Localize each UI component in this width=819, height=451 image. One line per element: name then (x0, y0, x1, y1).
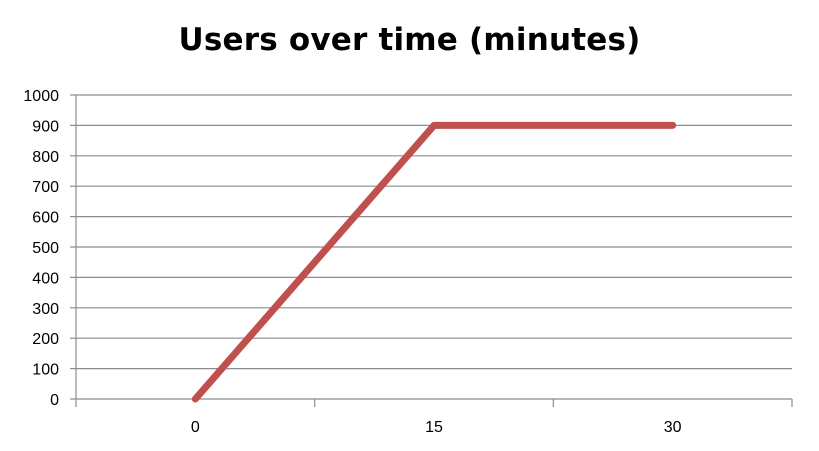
y-tick-label: 100 (32, 362, 59, 379)
x-axis-ticks: 0 15 30 (75, 399, 793, 436)
x-tick-label: 30 (664, 419, 682, 436)
gridlines (76, 94, 792, 370)
series-group (191, 121, 677, 403)
y-tick-label: 200 (32, 331, 59, 348)
x-tick-label: 0 (191, 419, 200, 436)
x-tick-label: 15 (425, 419, 443, 436)
y-tick-label: 300 (32, 301, 59, 318)
y-tick-label: 500 (32, 240, 59, 257)
y-tick-label: 800 (32, 149, 59, 166)
y-tick-label: 700 (32, 179, 59, 196)
y-tick-label: 600 (32, 210, 59, 227)
y-axis-ticks: 0 100 200 300 400 500 600 700 800 900 1000 (23, 88, 76, 409)
y-tick-label: 1000 (23, 88, 59, 105)
chart-title: Users over time (minutes) (178, 22, 641, 58)
y-tick-label: 0 (50, 392, 59, 409)
series-line (191, 121, 677, 403)
y-tick-label: 900 (32, 118, 59, 135)
y-tick-label: 400 (32, 270, 59, 287)
